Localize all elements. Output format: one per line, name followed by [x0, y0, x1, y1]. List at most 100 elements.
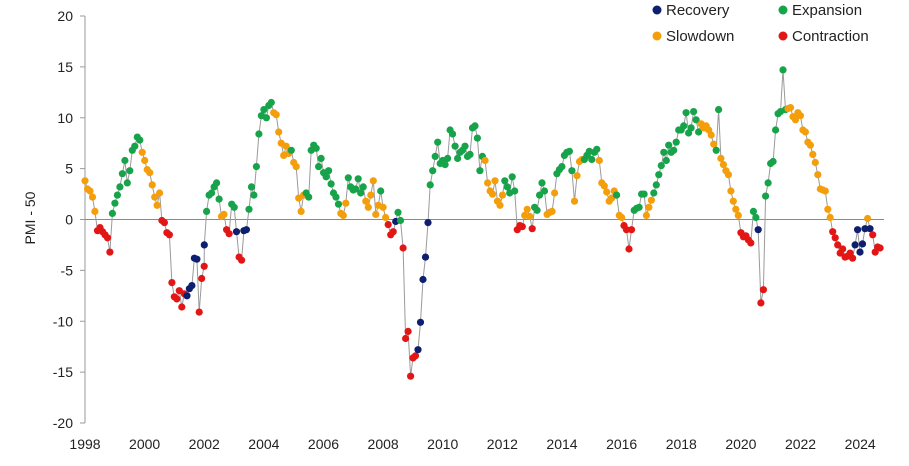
point-expansion: [540, 187, 549, 195]
point-recovery: [424, 219, 432, 227]
point-contraction: [200, 262, 208, 270]
point-contraction: [198, 274, 206, 283]
point-expansion: [473, 134, 481, 142]
point-slowdown: [369, 177, 377, 185]
point-contraction: [106, 248, 114, 256]
point-expansion: [695, 128, 703, 136]
point-contraction: [411, 352, 420, 360]
point-slowdown: [148, 181, 156, 189]
point-slowdown: [548, 207, 556, 215]
point-expansion: [252, 163, 260, 171]
y-tick-label: -20: [53, 415, 73, 431]
point-slowdown: [339, 211, 347, 219]
point-slowdown: [801, 128, 810, 136]
point-expansion: [501, 177, 509, 185]
point-expansion: [451, 142, 459, 150]
point-expansion: [772, 126, 780, 134]
point-expansion: [660, 148, 668, 156]
x-tick-label: 2014: [546, 436, 577, 452]
point-expansion: [113, 191, 121, 199]
point-expansion: [508, 173, 516, 181]
point-slowdown: [484, 179, 492, 187]
point-expansion: [325, 167, 333, 175]
point-slowdown: [498, 191, 507, 199]
point-contraction: [876, 244, 884, 252]
point-contraction: [168, 279, 176, 287]
point-contraction: [528, 225, 536, 233]
x-tick-label: 2020: [725, 436, 756, 452]
point-expansion: [327, 180, 335, 188]
point-contraction: [834, 241, 842, 249]
point-slowdown: [220, 210, 228, 218]
point-recovery: [861, 225, 869, 233]
point-contraction: [103, 234, 112, 242]
point-expansion: [203, 207, 211, 215]
point-expansion: [613, 191, 621, 199]
point-slowdown: [821, 187, 829, 195]
y-tick-label: -5: [61, 262, 74, 278]
point-expansion: [317, 154, 325, 162]
point-expansion: [441, 161, 449, 169]
point-expansion: [640, 190, 648, 198]
point-slowdown: [600, 182, 608, 190]
point-expansion: [322, 173, 330, 181]
point-expansion: [558, 163, 566, 171]
point-expansion: [359, 183, 367, 191]
legend-label-slowdown: Slowdown: [666, 28, 734, 45]
point-slowdown: [138, 148, 146, 156]
point-expansion: [215, 195, 223, 203]
point-slowdown: [707, 131, 715, 139]
point-slowdown: [710, 140, 718, 148]
point-expansion: [429, 167, 437, 175]
point-contraction: [389, 228, 397, 236]
point-expansion: [680, 122, 688, 130]
point-expansion: [466, 150, 474, 158]
point-slowdown: [146, 169, 154, 177]
point-contraction: [402, 334, 410, 343]
point-recovery: [193, 255, 201, 263]
point-slowdown: [824, 205, 832, 213]
point-slowdown: [727, 187, 735, 195]
point-contraction: [399, 244, 407, 252]
point-expansion: [213, 179, 221, 187]
point-expansion: [779, 66, 787, 74]
point-expansion: [126, 167, 134, 175]
point-contraction: [195, 308, 203, 316]
y-tick-label: -15: [53, 364, 73, 380]
point-expansion: [476, 167, 484, 175]
point-slowdown: [91, 207, 99, 215]
point-slowdown: [603, 188, 611, 196]
point-contraction: [238, 256, 246, 264]
point-slowdown: [488, 190, 497, 198]
point-contraction: [404, 327, 412, 335]
point-slowdown: [645, 203, 653, 211]
point-slowdown: [573, 172, 581, 180]
point-contraction: [829, 228, 837, 236]
x-tick-label: 2018: [666, 436, 697, 452]
point-expansion: [208, 189, 216, 197]
point-contraction: [759, 286, 768, 294]
point-slowdown: [791, 116, 800, 124]
point-slowdown: [379, 203, 387, 211]
point-expansion: [687, 124, 695, 132]
point-slowdown: [814, 171, 822, 179]
point-slowdown: [523, 205, 531, 213]
point-expansion: [245, 205, 253, 213]
point-expansion: [426, 181, 434, 189]
point-contraction: [849, 254, 857, 262]
point-slowdown: [292, 163, 300, 171]
point-expansion: [655, 171, 663, 179]
x-tick-label: 2012: [487, 436, 518, 452]
point-expansion: [111, 199, 119, 207]
point-expansion: [565, 147, 574, 155]
point-expansion: [250, 191, 258, 199]
legend: Recovery Expansion Slowdown Contraction: [652, 2, 869, 45]
point-expansion: [352, 185, 360, 193]
point-expansion: [593, 145, 601, 153]
point-expansion: [764, 179, 772, 187]
legend-marker-expansion: [778, 5, 788, 15]
point-expansion: [312, 144, 320, 152]
point-contraction: [384, 221, 392, 229]
x-tick-label: 2016: [606, 436, 637, 452]
point-recovery: [419, 275, 427, 284]
